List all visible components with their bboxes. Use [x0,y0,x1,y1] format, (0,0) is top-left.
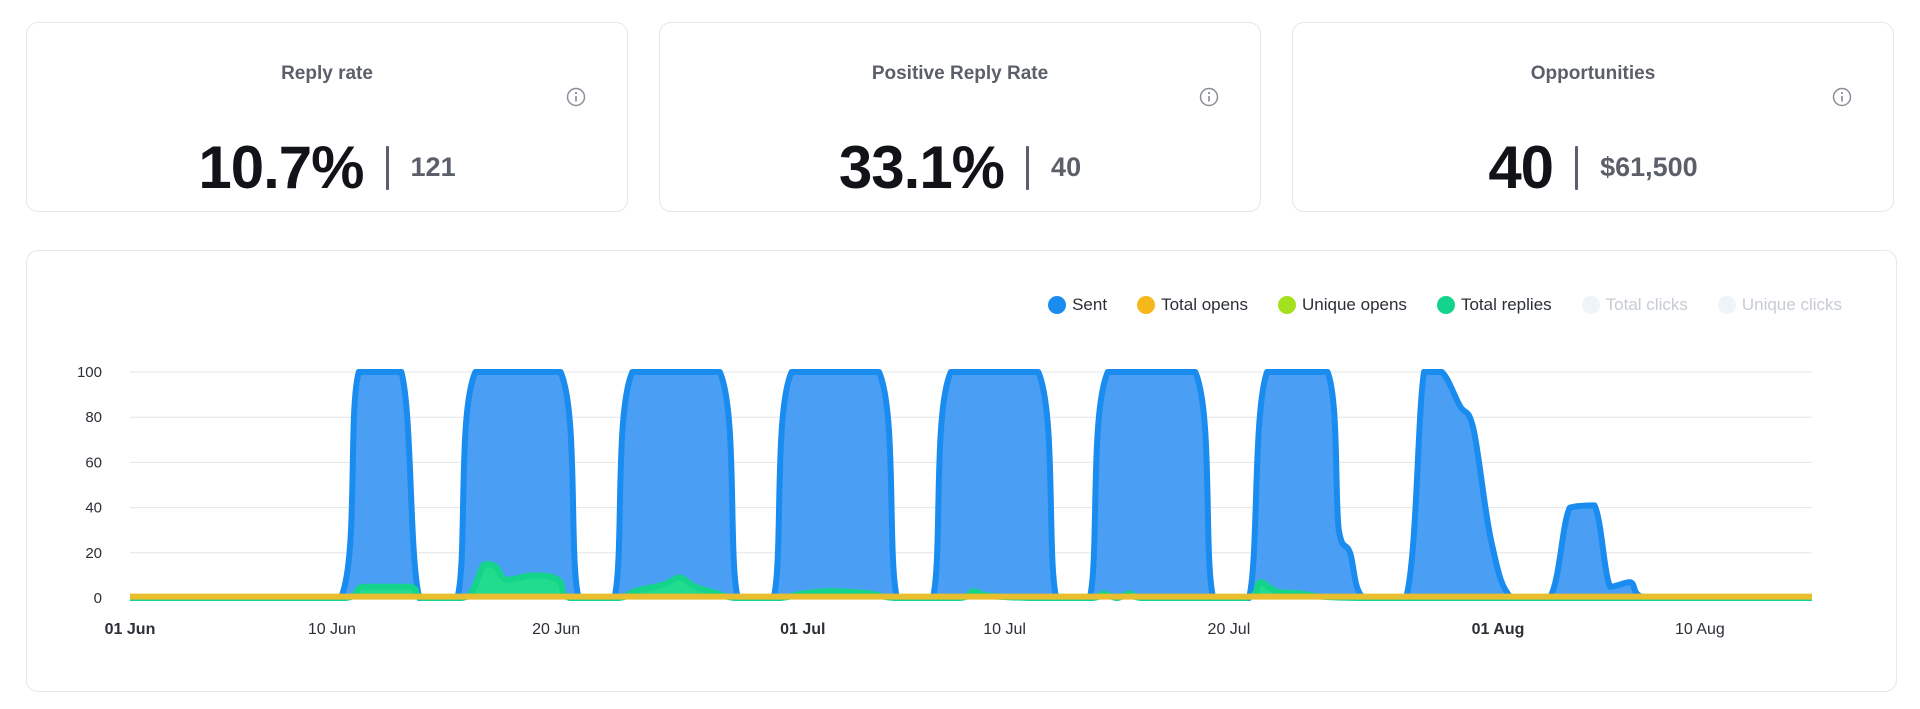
x-axis-ticks: 01 Jun 10 Jun 20 Jun 01 Jul 10 Jul 20 Jul 01 A… [105,621,1725,638]
card-title: Reply rate [281,63,373,84]
y-tick-label: 40 [85,500,102,517]
series-line-sent [130,368,1812,602]
legend-dot-icon [1436,296,1455,314]
info-icon[interactable] [565,86,587,108]
legend-dot-icon [1717,296,1736,314]
x-tick-label: 01 Aug [1472,621,1525,638]
value-divider [1026,145,1030,190]
legend-label: Sent [1072,295,1108,314]
x-tick-label: 10 Aug [1675,621,1725,638]
legend-dot-icon [1137,296,1156,314]
reply-count-value: 121 [410,152,456,182]
y-tick-label: 60 [85,454,102,471]
y-axis-ticks: 0 20 40 60 80 100 [77,364,102,607]
legend-label: Total clicks [1605,295,1688,314]
legend-item-unique-clicks[interactable]: Unique clicks [1717,295,1842,315]
legend-dot-icon [1048,296,1067,314]
y-tick-label: 100 [77,364,102,381]
legend-label: Unique clicks [1741,295,1842,314]
legend-label: Total opens [1161,295,1249,314]
opportunities-count-value: 40 [1488,134,1554,201]
chart-series [129,368,1812,602]
series-area-total-replies [130,564,1812,598]
info-icon[interactable] [1198,86,1220,108]
reply-rate-card: Reply rate 10.7% 121 [26,22,628,212]
legend-dot-icon [1278,296,1297,314]
legend-item-total-replies[interactable]: Total replies [1436,295,1552,315]
positive-reply-count-value: 40 [1051,152,1082,182]
chart-legend: Sent Total opens Unique opens Total repl… [1018,295,1842,315]
card-title: Positive Reply Rate [871,63,1049,84]
opportunities-card: Opportunities 40 $61,500 [1292,22,1894,212]
x-tick-label: 10 Jun [308,621,356,638]
x-tick-label: 01 Jun [105,621,156,638]
positive-reply-rate-card: Positive Reply Rate 33.1% 40 [659,22,1261,212]
x-tick-label: 20 Jun [532,621,580,638]
x-tick-label: 01 Jul [780,621,825,638]
reply-rate-value: 10.7% [198,134,364,201]
y-tick-label: 20 [85,545,102,562]
series-area-sent [130,372,1812,598]
card-title: Opportunities [1530,63,1656,84]
x-tick-label: 20 Jul [1208,621,1251,638]
legend-item-sent[interactable]: Sent [1048,295,1107,315]
y-tick-label: 0 [94,590,102,607]
y-tick-label: 80 [85,409,102,426]
legend-label: Total replies [1460,295,1552,314]
legend-item-total-clicks[interactable]: Total clicks [1581,295,1688,315]
info-icon[interactable] [1831,86,1853,108]
value-divider [1575,145,1579,190]
legend-dot-icon [1581,296,1600,314]
legend-item-total-opens[interactable]: Total opens [1137,295,1248,315]
opportunities-amount-value: $61,500 [1600,152,1698,182]
legend-label: Unique opens [1302,295,1407,314]
positive-reply-rate-value: 33.1% [838,134,1005,201]
value-divider [385,145,389,190]
x-tick-label: 10 Jul [983,621,1026,638]
legend-item-unique-opens[interactable]: Unique opens [1278,295,1407,315]
